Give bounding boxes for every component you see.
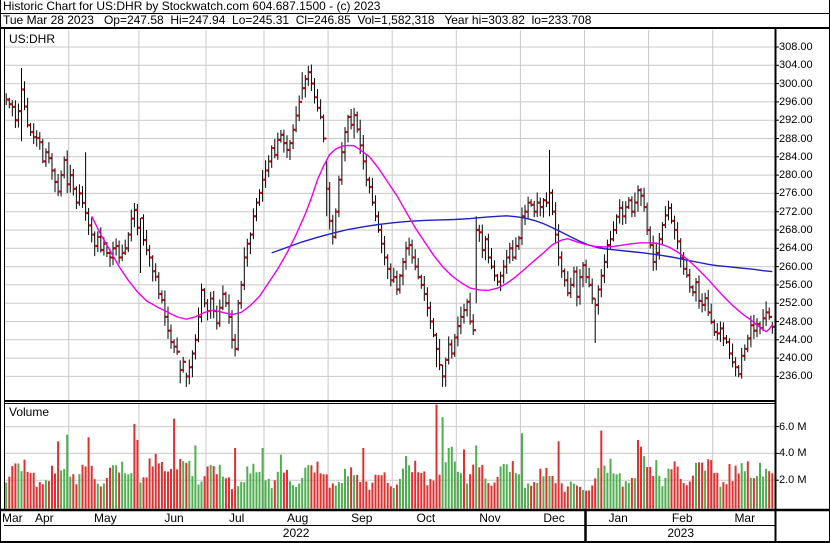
price-axis-label: 276.00 [779, 187, 813, 200]
price-axis-label: 236.00 [779, 370, 813, 383]
volume-axis-label: 2.0 M [779, 474, 807, 487]
price-axis-label: 272.00 [779, 205, 813, 218]
symbol-label: US:DHR [9, 32, 56, 46]
price-axis-label: 308.00 [779, 41, 813, 53]
month-label: Feb [671, 511, 693, 525]
price-axis-label: 280.00 [779, 169, 813, 182]
month-label: Jul [228, 511, 245, 525]
price-axis-label: 260.00 [779, 260, 813, 273]
volume-axis-label: 4.0 M [779, 447, 807, 460]
year-label: 2022 [282, 526, 310, 540]
price-axis-label: 292.00 [779, 114, 813, 127]
price-axis-label: 252.00 [779, 297, 813, 310]
price-axis-label: 264.00 [779, 242, 813, 255]
header-title: Historic Chart for US:DHR by Stockwatch.… [0, 0, 830, 14]
month-label: Mar [734, 511, 756, 525]
month-label: Nov [479, 511, 501, 525]
price-axis-label: 296.00 [779, 95, 813, 108]
price-axis-label: 288.00 [779, 132, 813, 145]
price-axis-label: 284.00 [779, 150, 813, 163]
year-label: 2023 [667, 526, 695, 540]
price-axis-label: 240.00 [779, 352, 813, 365]
month-label: Mar [1, 511, 23, 525]
month-label: Sep [351, 511, 373, 525]
month-label: Dec [543, 511, 565, 525]
month-label: Aug [286, 511, 309, 525]
price-axis-label: 268.00 [779, 224, 813, 236]
month-label: Jun [164, 511, 184, 525]
price-bars [5, 64, 776, 387]
month-label: May [94, 511, 117, 525]
month-label: Jan [608, 511, 628, 525]
month-label: Apr [35, 511, 54, 525]
month-label: Oct [416, 511, 436, 525]
price-axis-label: 248.00 [779, 315, 813, 328]
price-axis-label: 256.00 [779, 278, 813, 291]
price-axis-label: 300.00 [779, 77, 813, 90]
header-divider [0, 27, 830, 29]
volume-panel-label: Volume [9, 405, 50, 419]
header-quote-line: Tue Mar 28 2023 Op=247.58 Hi=247.94 Lo=2… [3, 14, 592, 27]
price-axis-label: 304.00 [779, 59, 813, 72]
price-axis-label: 244.00 [779, 333, 813, 346]
volume-axis-label: 6.0 M [779, 420, 807, 433]
volume-bars [5, 404, 774, 509]
